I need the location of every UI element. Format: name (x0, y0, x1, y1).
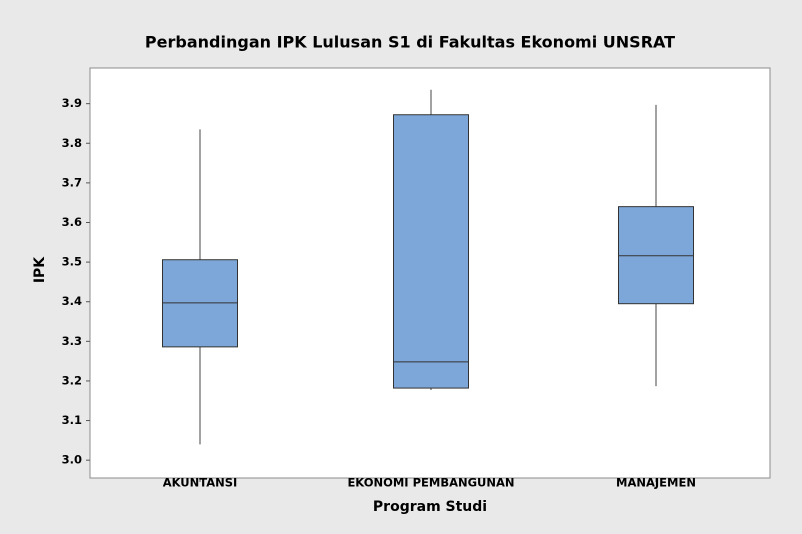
y-tick-label: 3.9 (62, 96, 82, 110)
y-tick-label: 3.0 (62, 453, 82, 467)
y-axis-label: IPK (32, 256, 48, 283)
x-axis-label: Program Studi (373, 499, 487, 515)
y-tick-label: 3.8 (62, 136, 82, 150)
y-tick-label: 3.2 (62, 373, 82, 387)
y-tick-label: 3.3 (62, 334, 82, 348)
y-tick-label: 3.7 (62, 175, 82, 189)
box (393, 114, 469, 389)
box (618, 206, 694, 305)
y-tick-label: 3.6 (62, 215, 82, 229)
y-tick-label: 3.5 (62, 255, 82, 269)
x-tick-label: EKONOMI PEMBANGUNAN (347, 476, 514, 490)
chart-title: Perbandingan IPK Lulusan S1 di Fakultas … (145, 33, 675, 52)
x-tick-label: AKUNTANSI (163, 476, 238, 490)
y-tick-label: 3.4 (62, 294, 82, 308)
y-tick-label: 3.1 (62, 413, 82, 427)
x-tick-label: MANAJEMEN (616, 476, 696, 490)
